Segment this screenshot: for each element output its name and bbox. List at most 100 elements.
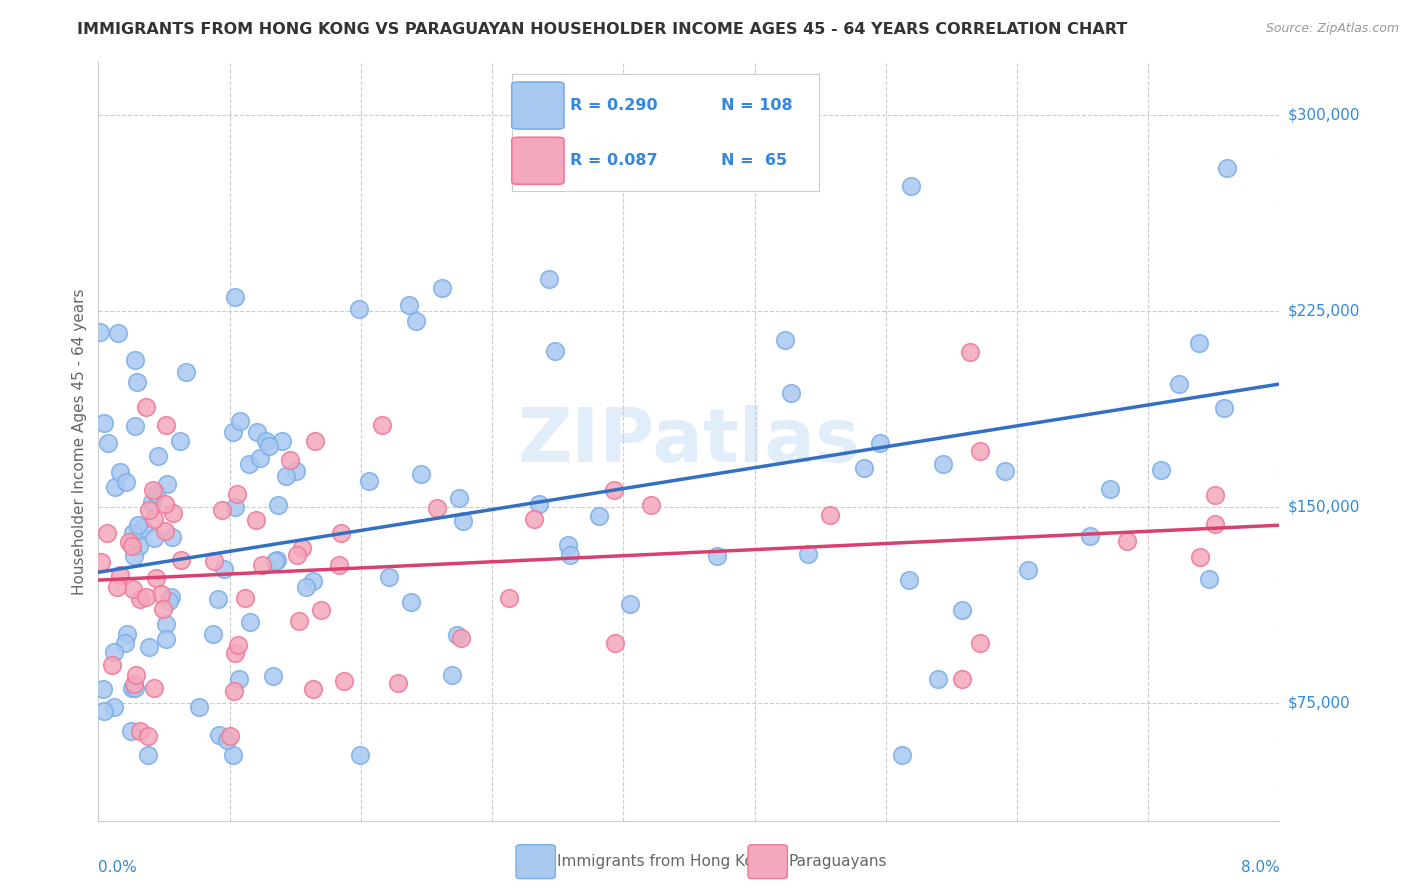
Point <box>302 682 325 697</box>
Point <box>214 562 236 576</box>
Point <box>927 673 949 687</box>
Point <box>262 668 284 682</box>
Point <box>950 672 973 686</box>
Point <box>537 272 560 286</box>
Point <box>107 326 129 340</box>
Point <box>101 658 124 673</box>
Point <box>706 549 728 563</box>
Point <box>1017 563 1039 577</box>
Point <box>155 497 177 511</box>
Point <box>145 485 167 500</box>
Point <box>931 457 953 471</box>
Point <box>145 571 167 585</box>
Point <box>238 457 260 471</box>
Point <box>1213 401 1236 415</box>
Point <box>333 674 356 689</box>
Point <box>1204 516 1226 531</box>
Point <box>202 554 225 568</box>
Point <box>399 595 422 609</box>
Point <box>159 590 181 604</box>
Point <box>128 723 150 738</box>
Point <box>124 418 146 433</box>
Point <box>640 498 662 512</box>
Point <box>560 548 582 562</box>
Point <box>169 434 191 449</box>
Point <box>328 558 350 572</box>
Point <box>108 465 131 479</box>
Point <box>950 603 973 617</box>
Point <box>138 502 160 516</box>
Point <box>1188 336 1211 351</box>
Point <box>90 555 112 569</box>
Point <box>156 477 179 491</box>
Point <box>155 418 177 433</box>
Point <box>142 531 165 545</box>
Text: $225,000: $225,000 <box>1288 303 1360 318</box>
Point <box>450 632 472 646</box>
Y-axis label: Householder Income Ages 45 - 64 years: Householder Income Ages 45 - 64 years <box>72 288 87 595</box>
Point <box>1204 488 1226 502</box>
Point <box>136 748 159 763</box>
Point <box>122 676 145 690</box>
Point <box>311 603 333 617</box>
Point <box>267 498 290 512</box>
Point <box>449 491 471 505</box>
Point <box>330 526 353 541</box>
Point <box>797 547 820 561</box>
Point <box>93 704 115 718</box>
Point <box>1188 550 1211 565</box>
Point <box>115 475 138 489</box>
Point <box>215 732 238 747</box>
Point <box>108 567 131 582</box>
Point <box>228 638 250 652</box>
Point <box>105 580 128 594</box>
Point <box>869 435 891 450</box>
Point <box>252 558 274 573</box>
Point <box>398 298 420 312</box>
Point <box>152 602 174 616</box>
Point <box>146 450 169 464</box>
Text: $150,000: $150,000 <box>1288 500 1360 515</box>
Point <box>97 436 120 450</box>
Point <box>498 591 520 605</box>
Point <box>387 676 409 690</box>
Point <box>898 573 921 587</box>
Point <box>779 386 801 401</box>
Point <box>1215 161 1237 176</box>
Point <box>122 549 145 563</box>
Point <box>132 521 155 535</box>
Point <box>239 615 262 629</box>
Point <box>959 345 981 359</box>
Text: Immigrants from Hong Kong: Immigrants from Hong Kong <box>557 855 773 869</box>
Point <box>304 434 326 448</box>
Point <box>118 534 141 549</box>
Point <box>121 582 143 597</box>
Point <box>994 464 1017 478</box>
Point <box>619 597 641 611</box>
Point <box>349 748 371 763</box>
Point <box>155 632 177 646</box>
Point <box>135 400 157 414</box>
Point <box>1099 482 1122 496</box>
Point <box>426 501 449 516</box>
Text: Paraguayans: Paraguayans <box>789 855 887 869</box>
Text: 8.0%: 8.0% <box>1240 860 1279 874</box>
Point <box>135 590 157 604</box>
Point <box>1078 529 1101 543</box>
Point <box>853 461 876 475</box>
Point <box>122 525 145 540</box>
Point <box>266 553 288 567</box>
Point <box>170 553 193 567</box>
Point <box>226 487 249 501</box>
Point <box>91 682 114 697</box>
Point <box>818 508 841 522</box>
Point <box>288 614 311 628</box>
Point <box>432 281 454 295</box>
Point <box>104 481 127 495</box>
Text: $75,000: $75,000 <box>1288 696 1351 711</box>
Text: IMMIGRANTS FROM HONG KONG VS PARAGUAYAN HOUSEHOLDER INCOME AGES 45 - 64 YEARS CO: IMMIGRANTS FROM HONG KONG VS PARAGUAYAN … <box>77 22 1128 37</box>
Point <box>207 592 229 607</box>
Point <box>155 617 177 632</box>
Point <box>246 425 269 439</box>
Point <box>773 334 796 348</box>
